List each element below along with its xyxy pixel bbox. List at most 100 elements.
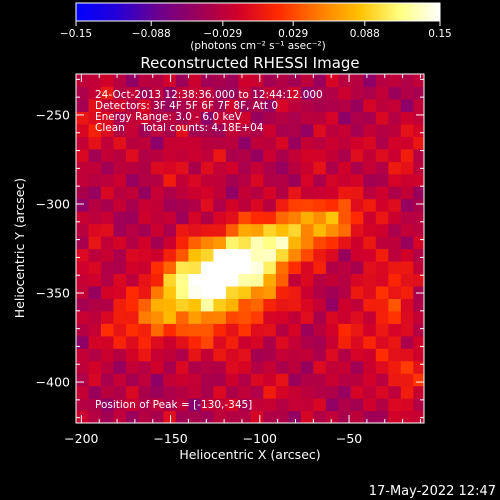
heatmap-cell	[350, 86, 364, 100]
heatmap-cell	[275, 248, 289, 262]
heatmap-cell	[288, 111, 302, 125]
heatmap-cell	[138, 123, 152, 137]
heatmap-cell	[350, 211, 364, 225]
heatmap-cell	[150, 211, 165, 225]
heatmap-cell	[150, 273, 165, 287]
heatmap-cell	[325, 323, 339, 337]
heatmap-cell	[300, 74, 314, 88]
heatmap-cell	[225, 74, 239, 88]
heatmap-cell	[163, 111, 177, 125]
heatmap-cell	[188, 385, 202, 399]
heatmap-cell	[100, 410, 115, 423]
heatmap-cell	[325, 223, 339, 237]
heatmap-cell	[375, 348, 389, 362]
heatmap-cell	[350, 74, 364, 88]
y-axis-tick-labels: −250 −300 −350 −400	[36, 107, 70, 389]
heatmap-cell	[113, 273, 127, 287]
heatmap-cell	[263, 98, 277, 112]
heatmap-cell	[200, 298, 215, 312]
heatmap-cell	[200, 310, 215, 324]
heatmap-cell	[325, 74, 339, 88]
heatmap-cell	[275, 111, 289, 125]
heatmap-cell	[238, 298, 252, 312]
heatmap-cell	[263, 260, 277, 275]
heatmap-cell	[300, 398, 314, 412]
heatmap-cell	[213, 335, 227, 349]
heatmap-cell	[413, 323, 424, 337]
heatmap-cell	[213, 236, 227, 250]
heatmap-cell	[100, 148, 115, 162]
heatmap-cell	[100, 136, 115, 150]
heatmap-cell	[163, 123, 177, 137]
heatmap-cell	[188, 148, 202, 162]
heatmap-cell	[238, 148, 252, 162]
heatmap-cell	[338, 236, 352, 250]
heatmap-cell	[388, 260, 402, 275]
heatmap-cell	[400, 360, 414, 374]
heatmap-cell	[188, 198, 202, 212]
heatmap-cell	[325, 111, 339, 125]
colorbar: −0.15 −0.088 −0.029 0.029 0.088 0.15 (photons…	[60, 2, 452, 52]
colorbar-tick-label: −0.15	[60, 28, 92, 40]
heatmap-cell	[363, 86, 377, 100]
heatmap-cell	[125, 236, 140, 250]
heatmap-cell	[250, 198, 264, 212]
heatmap-cell	[400, 161, 414, 175]
heatmap-cell	[163, 373, 177, 387]
heatmap-cell	[375, 148, 389, 162]
heatmap-cell	[175, 236, 190, 250]
heatmap-cell	[88, 360, 102, 374]
heatmap-cell	[263, 360, 277, 374]
heatmap-cell	[100, 223, 115, 237]
heatmap-cell	[338, 373, 352, 387]
heatmap-cell	[238, 323, 252, 337]
heatmap-cell	[213, 186, 227, 200]
heatmap-cell	[413, 410, 424, 423]
heatmap-cell	[76, 86, 90, 100]
heatmap-cell	[338, 248, 352, 262]
heatmap-cell	[138, 86, 152, 100]
heatmap-cell	[275, 74, 289, 88]
heatmap-cell	[175, 273, 190, 287]
heatmap-cell	[413, 385, 424, 399]
heatmap-cell	[163, 285, 177, 299]
heatmap-cell	[76, 223, 90, 237]
heatmap-cell	[300, 285, 314, 299]
colorbar-ticks	[75, 21, 441, 26]
heatmap-cell	[200, 285, 215, 299]
heatmap-cell	[250, 310, 264, 324]
heatmap-cell	[338, 360, 352, 374]
heatmap-cell	[375, 285, 389, 299]
heatmap-cell	[138, 310, 152, 324]
heatmap-cell	[200, 385, 215, 399]
heatmap-cell	[413, 360, 424, 374]
heatmap-cell	[288, 136, 302, 150]
heatmap-cell	[400, 173, 414, 187]
heatmap-cell	[76, 310, 90, 324]
heatmap-cell	[100, 285, 115, 299]
heatmap-cell	[350, 248, 364, 262]
heatmap-cell	[100, 161, 115, 175]
heatmap-cell	[313, 86, 327, 100]
heatmap-cell	[288, 260, 302, 275]
heatmap-cell	[113, 398, 127, 412]
heatmap-cell	[138, 360, 152, 374]
heatmap-cell	[313, 198, 327, 212]
heatmap-cell	[88, 385, 102, 399]
heatmap-cell	[400, 373, 414, 387]
heatmap-cell	[163, 236, 177, 250]
heatmap-cell	[413, 223, 424, 237]
heatmap-cell	[238, 186, 252, 200]
heatmap-cell	[175, 86, 190, 100]
heatmap-cell	[325, 385, 339, 399]
heatmap-cell	[363, 236, 377, 250]
heatmap-cell	[113, 310, 127, 324]
heatmap-cell	[325, 335, 339, 349]
heatmap-cell	[300, 410, 314, 423]
heatmap-cell	[100, 186, 115, 200]
heatmap-cell	[113, 385, 127, 399]
heatmap-cell	[375, 323, 389, 337]
heatmap-cell	[413, 111, 424, 125]
heatmap-cell	[150, 310, 165, 324]
heatmap-cell	[138, 285, 152, 299]
